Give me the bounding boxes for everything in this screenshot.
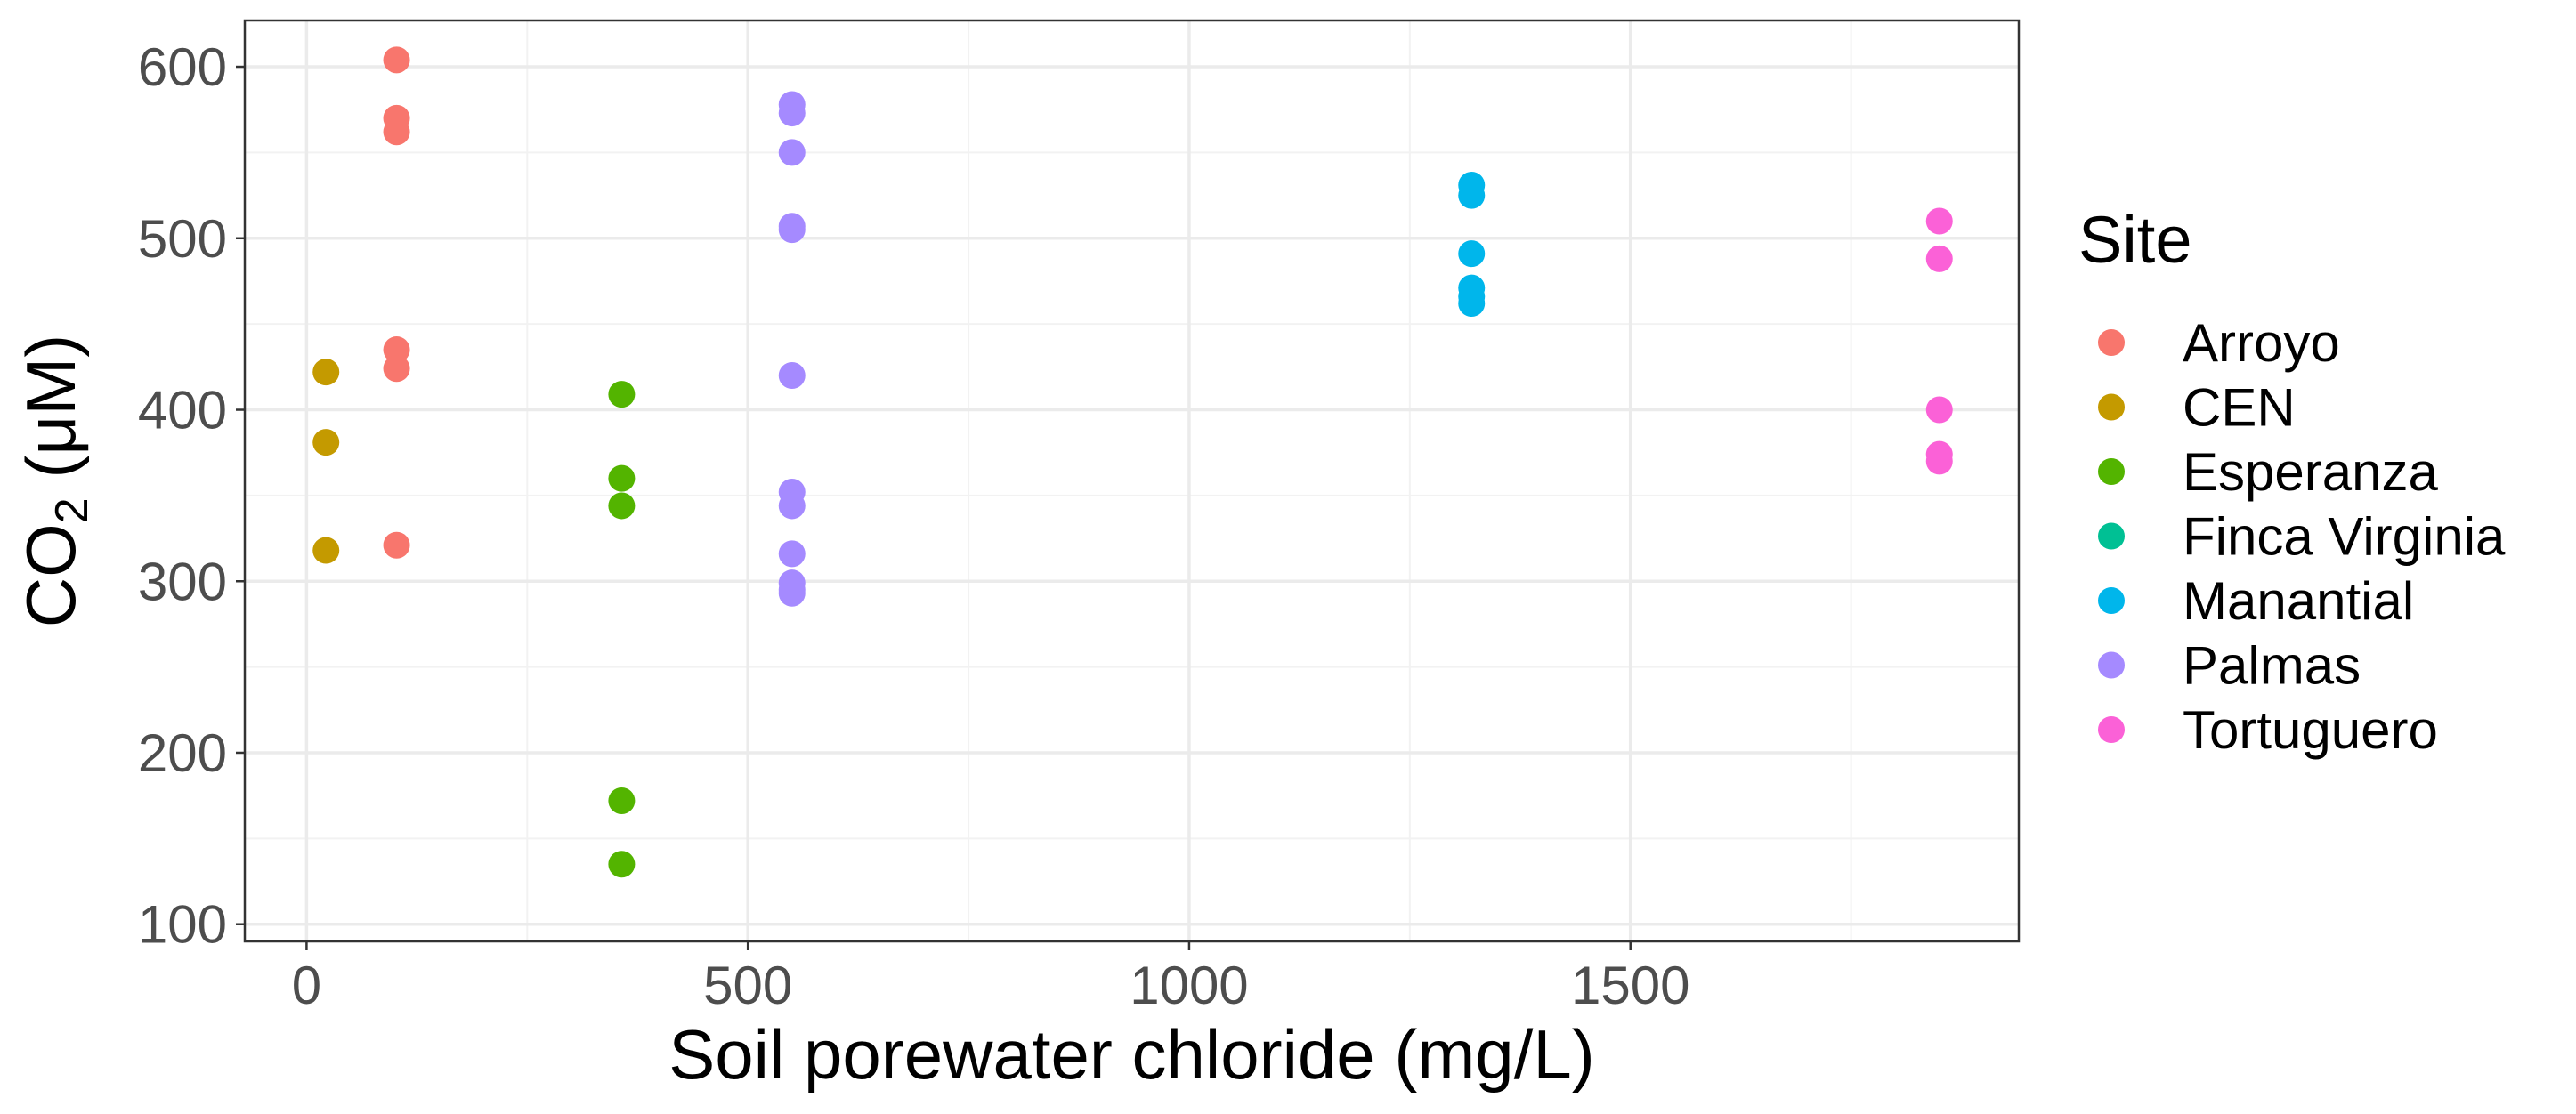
data-point-esperanza (608, 464, 636, 492)
y-axis-title-unit: (μM) (12, 335, 90, 498)
legend-label-arroyo: Arroyo (2183, 313, 2340, 373)
x-axis-title: Soil porewater chloride (mg/L) (668, 1015, 1594, 1094)
panel-border (243, 19, 2021, 943)
legend-key-palmas (2098, 651, 2125, 679)
x-tick-label: 0 (292, 956, 321, 1015)
data-points (312, 46, 1953, 878)
data-point-arroyo (383, 46, 410, 74)
x-tick-label: 1000 (1130, 956, 1248, 1015)
legend-label-esperanza: Esperanza (2183, 442, 2438, 502)
y-tick-label: 300 (138, 552, 227, 611)
legend-key-arroyo (2098, 329, 2125, 356)
legend-label-palmas: Palmas (2183, 636, 2361, 696)
y-tick-label: 600 (138, 37, 227, 97)
data-point-esperanza (608, 381, 636, 408)
legend-key-finca-virginia (2098, 522, 2125, 550)
legend-key-cen (2098, 393, 2125, 421)
data-point-tortuguero (1925, 396, 1953, 424)
data-point-cen (312, 429, 340, 456)
data-point-arroyo (383, 336, 410, 364)
data-point-esperanza (608, 787, 636, 814)
y-tick-label: 500 (138, 209, 227, 269)
y-axis-title-subscript: 2 (46, 497, 98, 523)
data-point-manantial (1458, 240, 1486, 268)
data-point-palmas (778, 216, 806, 244)
legend-label-cen: CEN (2183, 378, 2296, 438)
y-tick-label: 100 (138, 895, 227, 955)
data-point-palmas (778, 100, 806, 127)
data-point-palmas (778, 540, 806, 568)
y-tick-label: 200 (138, 723, 227, 783)
grid-lines (245, 20, 2019, 941)
data-point-manantial (1458, 182, 1486, 209)
data-point-esperanza (608, 492, 636, 520)
data-point-palmas (778, 139, 806, 166)
data-point-palmas (778, 361, 806, 389)
legend-key-esperanza (2098, 458, 2125, 485)
data-point-palmas (778, 492, 806, 520)
y-axis-title: CO2 (μM) (12, 335, 98, 627)
legend-label-finca-virginia: Finca Virginia (2183, 507, 2506, 567)
legend-label-tortuguero: Tortuguero (2183, 700, 2438, 760)
data-point-cen (312, 359, 340, 386)
x-tick-label: 1500 (1571, 956, 1689, 1015)
data-point-tortuguero (1925, 207, 1953, 235)
legend-key-tortuguero (2098, 716, 2125, 743)
x-tick-label: 500 (703, 956, 792, 1015)
data-point-tortuguero (1925, 245, 1953, 272)
data-point-tortuguero (1925, 448, 1953, 475)
legend-title: Site (2078, 203, 2192, 277)
legend-label-manantial: Manantial (2183, 571, 2414, 631)
data-point-manantial (1458, 290, 1486, 318)
axes: 0 500 1000 1500 100 200 300 400 500 600 (138, 37, 1690, 1015)
data-point-cen (312, 537, 340, 564)
y-axis-title-main: CO (12, 523, 90, 627)
data-point-arroyo (383, 118, 410, 146)
data-point-arroyo (383, 531, 410, 559)
data-point-palmas (778, 579, 806, 607)
y-tick-label: 400 (138, 381, 227, 440)
legend-key-manantial (2098, 587, 2125, 614)
data-point-arroyo (383, 355, 410, 383)
data-point-esperanza (608, 851, 636, 878)
